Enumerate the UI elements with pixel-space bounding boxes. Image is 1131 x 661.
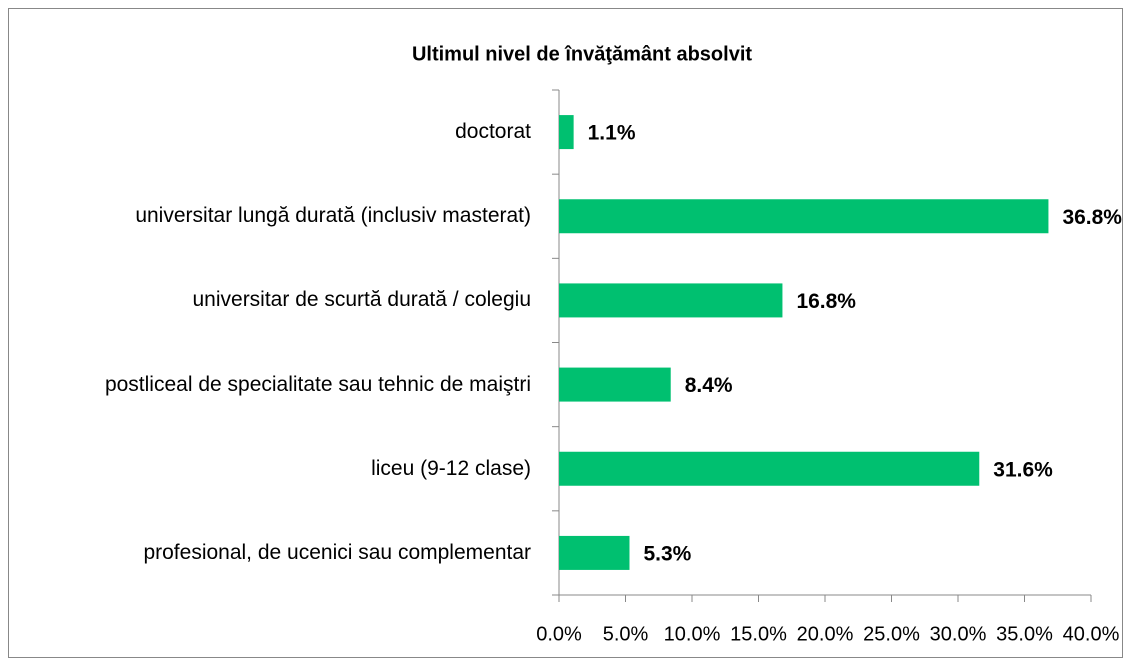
category-label: universitar lungă durată (inclusiv maste… [135, 204, 531, 228]
frame [8, 8, 1123, 658]
x-tick-label: 20.0% [797, 623, 854, 645]
value-label: 31.6% [993, 458, 1053, 481]
bar [559, 535, 630, 570]
x-tick-label: 30.0% [930, 623, 987, 645]
x-tick-label: 15.0% [730, 623, 787, 645]
value-label: 1.1% [588, 122, 636, 145]
bar [559, 115, 574, 150]
value-label: 16.8% [796, 290, 856, 313]
x-tick-label: 0.0% [536, 623, 582, 645]
category-label: universitar de scurtă durată / colegiu [192, 288, 531, 312]
category-label: doctorat [455, 120, 531, 144]
x-tick-label: 10.0% [664, 623, 721, 645]
x-tick-label: 5.0% [603, 623, 649, 645]
x-tick-label: 40.0% [1063, 623, 1120, 645]
bar [559, 367, 671, 402]
x-tick-label: 25.0% [863, 623, 920, 645]
value-label: 5.3% [643, 542, 691, 565]
category-label: postliceal de specialitate sau tehnic de… [104, 372, 531, 396]
bar [559, 451, 980, 486]
value-label: 36.8% [1062, 206, 1122, 229]
chart-title: Ultimul nivel de învăţământ absolvit [412, 43, 752, 65]
bar [559, 283, 783, 318]
bar [559, 199, 1049, 234]
x-tick-label: 35.0% [996, 623, 1053, 645]
category-label: profesional, de ucenici sau complementar [143, 540, 531, 564]
value-label: 8.4% [685, 374, 733, 397]
category-label: liceu (9-12 clase) [371, 456, 531, 480]
